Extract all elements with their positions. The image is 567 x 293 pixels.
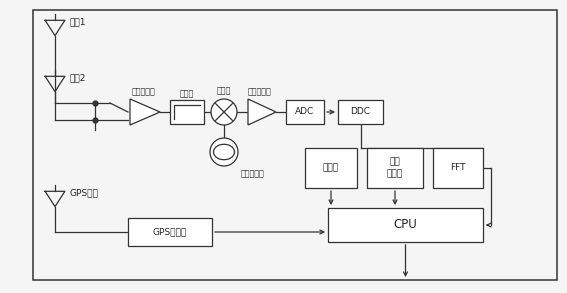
Bar: [286, 100, 324, 124]
Text: 触发器: 触发器: [323, 163, 339, 173]
Polygon shape: [130, 99, 160, 125]
Text: DDC: DDC: [350, 108, 370, 117]
Bar: [128, 218, 212, 246]
Bar: [367, 148, 423, 188]
Text: 本地振荡器: 本地振荡器: [241, 169, 265, 178]
Text: 天线2: 天线2: [70, 73, 86, 82]
Text: CPU: CPU: [393, 219, 417, 231]
Text: 逻辑放大器: 逻辑放大器: [132, 87, 156, 96]
Bar: [328, 208, 483, 242]
Bar: [170, 100, 204, 124]
Circle shape: [211, 99, 237, 125]
Text: 中频放大器: 中频放大器: [248, 87, 272, 96]
Text: GPS接收机: GPS接收机: [153, 227, 187, 236]
Text: GPS天线: GPS天线: [70, 188, 99, 197]
Text: FFT: FFT: [450, 163, 466, 173]
Bar: [433, 148, 483, 188]
Text: 混频器: 混频器: [217, 86, 231, 95]
Bar: [338, 100, 383, 124]
Text: 捕获
存储器: 捕获 存储器: [387, 158, 403, 178]
Text: ADC: ADC: [295, 108, 315, 117]
Polygon shape: [248, 99, 276, 125]
Bar: [305, 148, 357, 188]
Circle shape: [210, 138, 238, 166]
Text: 天线1: 天线1: [70, 17, 87, 26]
Text: 预选器: 预选器: [180, 89, 194, 98]
